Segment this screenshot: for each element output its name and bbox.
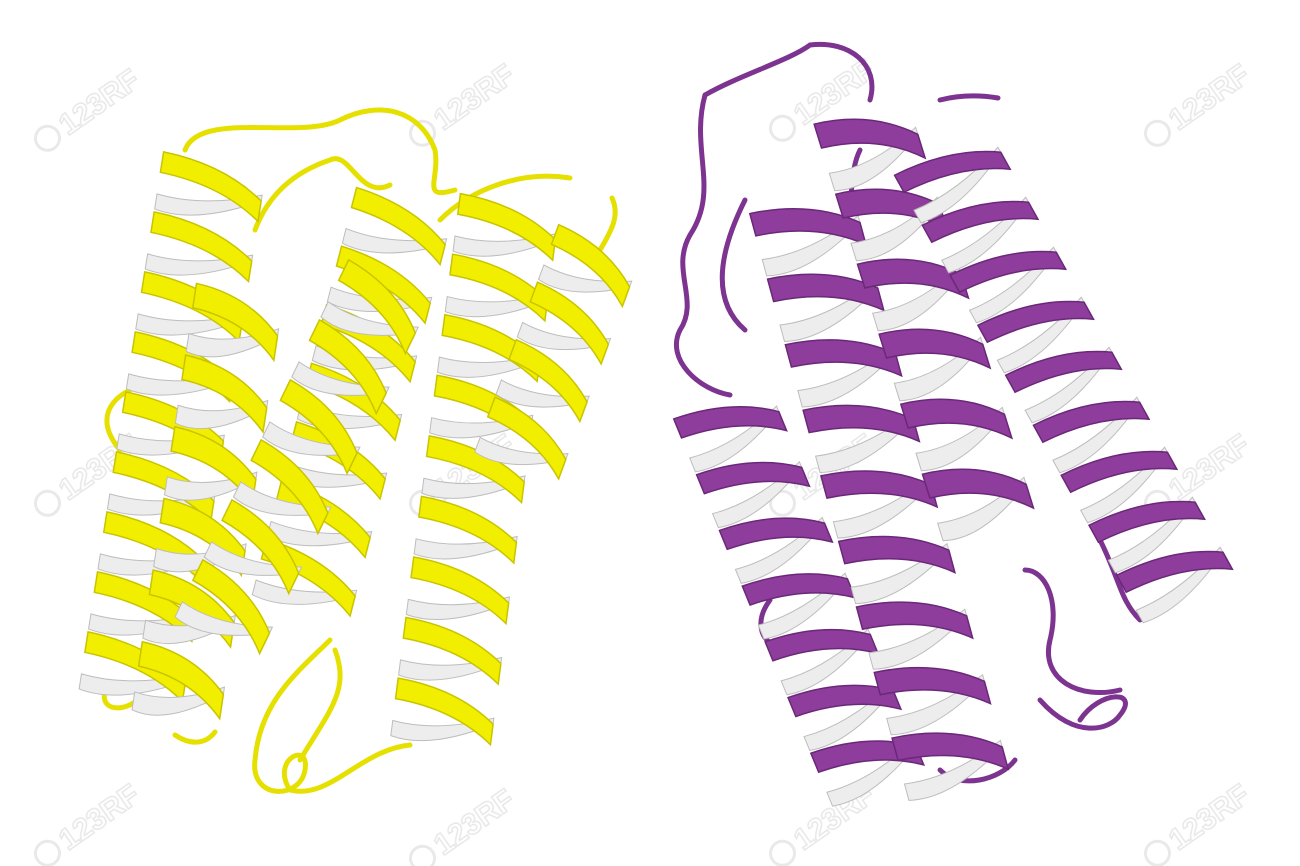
helix-ribbon	[137, 640, 225, 721]
protein-loop	[252, 156, 393, 233]
helix-ribbon	[418, 495, 518, 565]
helix-ribbon	[672, 406, 788, 439]
left-helix-4	[174, 258, 420, 656]
right-helix-4	[893, 146, 1234, 624]
helix-ribbon	[159, 497, 246, 578]
helix-ribbon	[899, 398, 1014, 440]
helix-ribbon	[855, 601, 974, 640]
helix-ribbon	[766, 273, 885, 312]
helix-ribbon	[1087, 500, 1206, 544]
right-helix-2	[748, 207, 1010, 801]
watermark-mark: 123RF	[33, 777, 147, 866]
helix-ribbon	[93, 571, 196, 644]
watermark-mark: 123RF	[1143, 57, 1257, 147]
watermark-mark: 123RF	[408, 782, 522, 866]
helix-ribbon	[784, 339, 903, 378]
watermark-mark: 123RF	[33, 62, 147, 152]
helix-ribbon	[741, 573, 857, 607]
watermark-text: 123RF	[53, 63, 146, 142]
helix-ribbon	[893, 150, 1012, 194]
helix-ribbon	[921, 200, 1040, 244]
helix-ribbon	[131, 331, 234, 404]
helix-ribbon	[1115, 550, 1234, 594]
helix-ribbon	[550, 223, 631, 309]
helix-ribbon	[191, 282, 279, 363]
helix-ribbon	[873, 666, 992, 705]
helix-ribbon	[150, 211, 253, 284]
helix-ribbon	[350, 186, 447, 267]
protein-loop	[437, 173, 573, 223]
watermark-text: 123RF	[428, 783, 521, 862]
helix-ribbon	[764, 628, 880, 662]
helix-ribbon	[819, 470, 939, 509]
watermark-mark: 123RF	[408, 57, 522, 147]
helix-ribbon	[856, 258, 970, 300]
helix-ribbon	[529, 281, 610, 366]
protein-loop	[297, 647, 343, 763]
helix-ribbon	[456, 192, 557, 262]
helix-ribbon	[394, 677, 494, 747]
helix-ribbon	[837, 535, 957, 574]
helix-ribbon	[486, 396, 567, 481]
protein-loop	[1022, 567, 1123, 696]
helix-ribbon	[976, 300, 1095, 344]
watermark-text: 123RF	[1163, 778, 1256, 857]
helix-ribbon	[1032, 400, 1151, 444]
helix-ribbon	[402, 616, 502, 686]
right-helix-3	[813, 118, 1035, 542]
left-helix-6	[474, 223, 633, 481]
watermark-text: 123RF	[1163, 428, 1256, 507]
helix-layer	[78, 118, 1234, 807]
helix-ribbon	[695, 461, 811, 495]
helix-ribbon	[949, 250, 1068, 294]
protein-loop	[597, 195, 618, 253]
protein-loop	[673, 92, 733, 398]
watermark-mark: 123RF	[1143, 777, 1257, 866]
helix-ribbon	[1004, 350, 1123, 394]
helix-ribbon	[921, 468, 1035, 510]
protein-loop	[719, 197, 748, 333]
helix-ribbon	[159, 151, 262, 224]
helix-ribbon	[449, 253, 549, 323]
helix-ribbon	[891, 732, 1010, 771]
watermark-text: 123RF	[1163, 58, 1256, 137]
protein-loop	[104, 387, 133, 453]
protein-loop	[252, 637, 413, 794]
protein-loop	[1097, 537, 1143, 623]
helix-ribbon	[410, 556, 510, 626]
watermark-text: 123RF	[53, 778, 146, 857]
helix-ribbon	[441, 313, 541, 383]
helix-ribbon	[878, 328, 992, 370]
protein-loop	[702, 41, 875, 103]
helix-ribbon	[802, 404, 921, 443]
helix-ribbon	[1060, 450, 1179, 494]
protein-loop	[937, 93, 1001, 103]
helix-ribbon	[221, 498, 300, 596]
helix-ribbon	[250, 438, 329, 536]
helix-ribbon	[308, 318, 387, 416]
watermark-text: 123RF	[428, 58, 521, 137]
helix-ribbon	[508, 338, 588, 424]
protein-loop	[172, 729, 218, 745]
helix-ribbon	[279, 378, 358, 476]
left-helix-5	[390, 192, 557, 747]
helix-ribbon	[337, 258, 417, 356]
helix-ribbon	[181, 354, 268, 434]
helix-ribbon	[191, 558, 271, 656]
helix-ribbon	[425, 434, 525, 505]
helix-ribbon	[813, 118, 927, 160]
helix-ribbon	[787, 684, 903, 718]
helix-ribbon	[718, 517, 834, 551]
protein-loop	[182, 107, 458, 196]
protein-loop	[1037, 694, 1128, 731]
